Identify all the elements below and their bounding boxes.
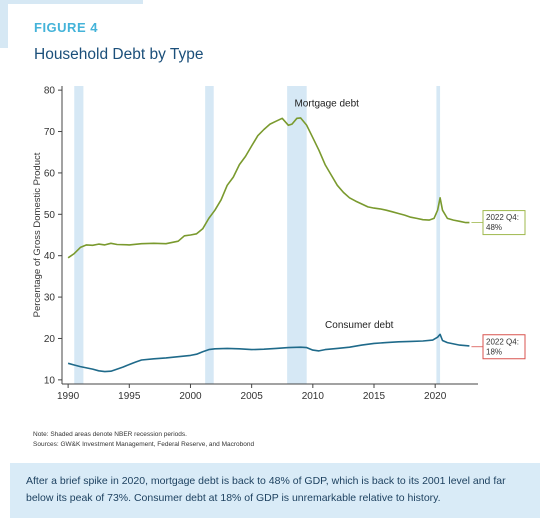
y-tick-label: 80 xyxy=(44,86,56,97)
x-tick-label: 1995 xyxy=(118,391,141,402)
x-tick-label: 2015 xyxy=(363,391,386,402)
y-tick-label: 40 xyxy=(44,251,56,262)
end-label-text: 2022 Q4: xyxy=(486,213,519,222)
series-line-1 xyxy=(67,333,470,373)
y-tick-label: 20 xyxy=(44,334,56,345)
figure-label: FIGURE 4 xyxy=(34,20,98,35)
figure-title: Household Debt by Type xyxy=(34,46,204,63)
series-annotation: Consumer debt xyxy=(325,320,394,331)
y-tick-label: 30 xyxy=(44,293,56,304)
caption-box: After a brief spike in 2020, mortgage de… xyxy=(10,463,540,518)
x-tick-label: 2010 xyxy=(302,391,325,402)
frame-accent-top xyxy=(0,0,143,4)
y-tick-label: 10 xyxy=(44,375,56,386)
end-label-text: 2022 Q4: xyxy=(486,337,519,346)
note-line: Note: Shaded areas denote NBER recession… xyxy=(33,431,187,438)
recession-band xyxy=(436,86,441,384)
y-axis-label: Percentage of Gross Domestic Product xyxy=(32,152,43,317)
x-tick-label: 1990 xyxy=(57,391,80,402)
chart-notes: Note: Shaded areas denote NBER recession… xyxy=(33,430,254,450)
x-tick-label: 2005 xyxy=(241,391,264,402)
frame-accent-left xyxy=(0,0,8,48)
series-annotation: Mortgage debt xyxy=(294,99,359,110)
caption-text: After a brief spike in 2020, mortgage de… xyxy=(26,475,506,504)
x-tick-label: 2000 xyxy=(179,391,202,402)
recession-band xyxy=(74,86,84,384)
end-label-box xyxy=(482,210,526,236)
recession-band xyxy=(287,86,307,384)
y-tick-label: 60 xyxy=(44,168,56,179)
x-tick-label: 2020 xyxy=(424,391,447,402)
sources-line: Sources: GW&K Investment Management, Fed… xyxy=(33,441,255,448)
end-label-box xyxy=(482,334,526,360)
recession-band xyxy=(205,86,214,384)
y-tick-label: 70 xyxy=(44,127,56,138)
line-chart: 10 20 30 40 50 60 70 80 1990 1995 2000 2005 2010 2015… xyxy=(32,86,526,402)
end-label-text: 18% xyxy=(486,347,502,356)
series-line-0 xyxy=(67,117,470,259)
end-label-text: 48% xyxy=(486,223,502,232)
y-tick-label: 50 xyxy=(44,210,56,221)
